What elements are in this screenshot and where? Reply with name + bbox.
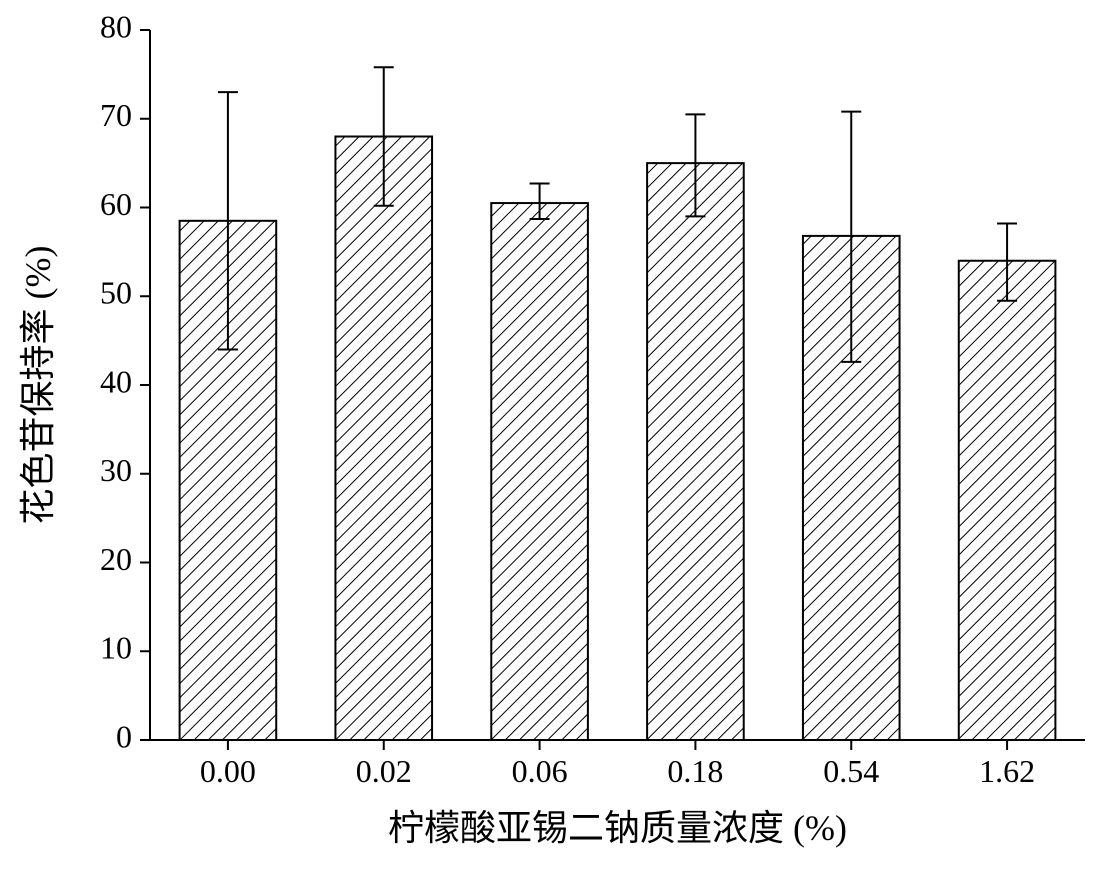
x-tick-label: 1.62	[979, 753, 1035, 789]
y-axis-label: 花色苷保持率 (%)	[18, 246, 58, 525]
bar	[491, 203, 588, 740]
x-tick-label: 0.06	[512, 753, 568, 789]
y-tick-label: 80	[100, 8, 132, 44]
y-tick-label: 50	[100, 275, 132, 311]
bar	[647, 163, 744, 740]
bar	[959, 261, 1056, 740]
x-axis-label: 柠檬酸亚锡二钠质量浓度 (%)	[388, 808, 847, 848]
x-tick-label: 0.00	[200, 753, 256, 789]
bar-chart: 0 10 20 30 40 50 60 70 80 0.00 0.02 0.06 0.18 0.54 1.6…	[0, 0, 1114, 884]
y-tick-label: 10	[100, 630, 132, 666]
x-tick-label: 0.54	[823, 753, 879, 789]
y-tick-label: 60	[100, 186, 132, 222]
y-tick-label: 40	[100, 363, 132, 399]
bar	[335, 137, 432, 741]
y-tick-label: 0	[116, 718, 132, 754]
y-tick-label: 70	[100, 97, 132, 133]
x-tick-label: 0.18	[667, 753, 723, 789]
chart-svg: 0 10 20 30 40 50 60 70 80 0.00 0.02 0.06 0.18 0.54 1.6…	[0, 0, 1114, 884]
y-tick-label: 20	[100, 541, 132, 577]
x-tick-label: 0.02	[356, 753, 412, 789]
y-tick-label: 30	[100, 452, 132, 488]
